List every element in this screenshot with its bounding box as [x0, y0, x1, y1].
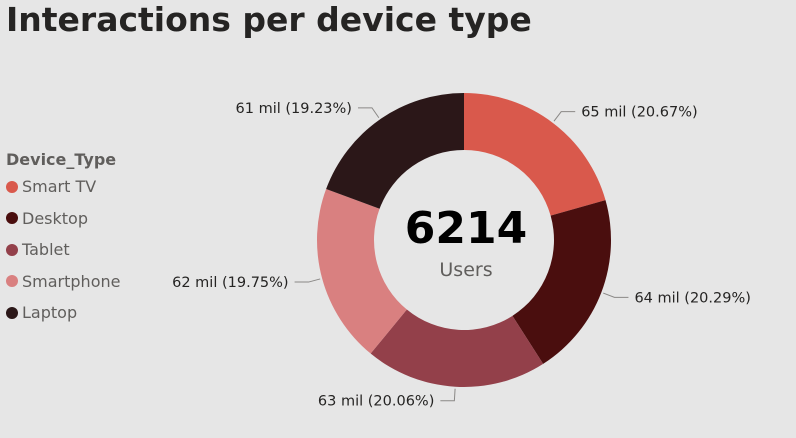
leader-line — [294, 278, 321, 283]
leader-line — [440, 388, 456, 402]
slice-tablet[interactable] — [370, 309, 544, 387]
leader-line — [603, 292, 629, 298]
legend-item-laptop[interactable]: Laptop — [6, 297, 120, 329]
legend-item-tablet[interactable]: Tablet — [6, 234, 120, 266]
legend-swatch — [6, 243, 18, 256]
slice-labels: 65 mil (20.67%) 64 mil (20.29%) 63 mil (20… — [172, 101, 751, 410]
legend-label: Smartphone — [22, 271, 121, 291]
center-label: Users — [439, 259, 492, 281]
legend: Device_Type Smart TV Desktop Tablet Smar… — [6, 150, 120, 329]
legend-item-smart-tv[interactable]: Smart TV — [6, 171, 120, 203]
leader-line — [357, 107, 380, 119]
slice-smartphone[interactable] — [317, 189, 407, 354]
slice-smart-tv[interactable] — [464, 93, 606, 216]
slice-desktop[interactable] — [512, 200, 611, 364]
slice-label: 61 mil (19.23%) — [236, 101, 352, 117]
slice-label: 63 mil (20.06%) — [318, 394, 434, 410]
leader-line — [553, 111, 576, 122]
legend-item-smartphone[interactable]: Smartphone — [6, 266, 120, 298]
chart-title: Interactions per device type — [6, 0, 532, 39]
donut-slices — [317, 93, 611, 387]
leader-lines — [294, 107, 629, 402]
slice-label: 64 mil (20.29%) — [634, 290, 750, 306]
legend-title: Device_Type — [6, 150, 117, 169]
legend-swatch — [6, 180, 18, 193]
slice-laptop[interactable] — [326, 93, 464, 209]
legend-label: Smart TV — [22, 177, 97, 197]
legend-swatch — [6, 212, 18, 225]
legend-swatch — [6, 275, 18, 288]
slice-label: 62 mil (19.75%) — [172, 275, 288, 291]
legend-swatch — [6, 306, 18, 319]
legend-label: Desktop — [22, 208, 88, 228]
center-value: 6214 — [405, 203, 527, 254]
legend-label: Laptop — [22, 303, 78, 323]
legend-label: Tablet — [22, 240, 70, 260]
slice-label: 65 mil (20.67%) — [581, 105, 697, 121]
legend-item-desktop[interactable]: Desktop — [6, 203, 120, 235]
